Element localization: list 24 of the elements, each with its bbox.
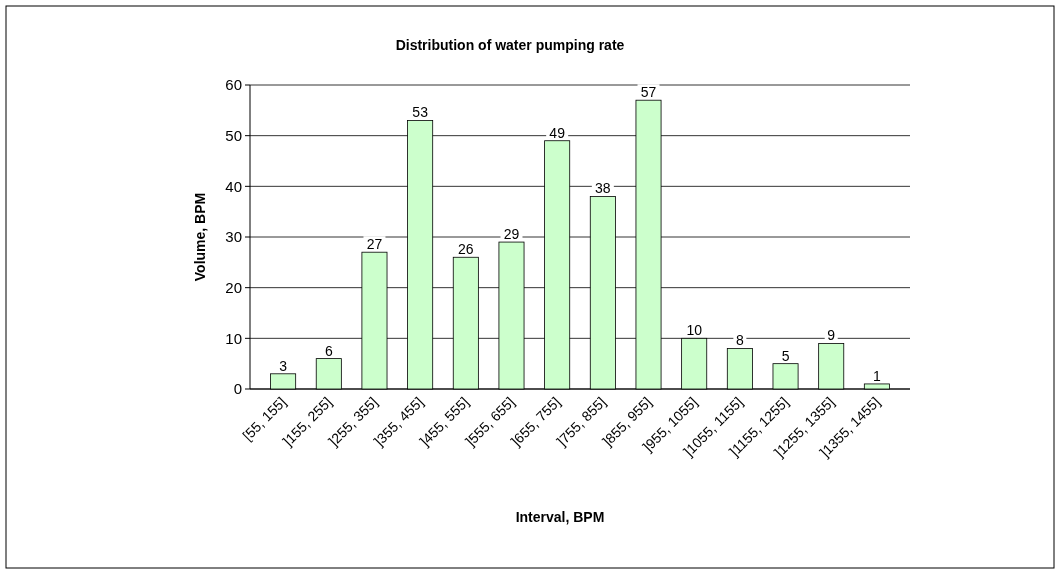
data-label: 27 [366,236,383,253]
y-axis-title: Volume, BPM [192,192,208,282]
y-tick-label: 60 [225,76,242,94]
y-tick-label: 0 [233,380,242,398]
y-tick-label: 20 [225,278,242,296]
y-tick-label: 30 [225,228,242,246]
data-label: 1 [872,367,881,384]
data-label: 8 [735,332,744,349]
chart-title: Distribution of water pumping rate [395,37,625,53]
data-label: 49 [549,124,566,141]
data-label: 3 [279,357,288,374]
y-tick-label: 50 [225,126,242,144]
data-label: 38 [595,180,611,197]
data-label: 29 [503,226,520,243]
data-label: 9 [827,327,836,344]
data-label: 6 [324,342,333,359]
y-tick-label: 40 [225,177,242,195]
x-axis-title: Interval, BPM [515,509,605,525]
y-tick-label: 10 [225,329,242,347]
data-label: 53 [412,104,429,121]
data-label: 5 [781,347,790,364]
data-label: 26 [458,241,474,258]
data-label: 10 [686,322,703,339]
data-label: 57 [640,84,657,101]
